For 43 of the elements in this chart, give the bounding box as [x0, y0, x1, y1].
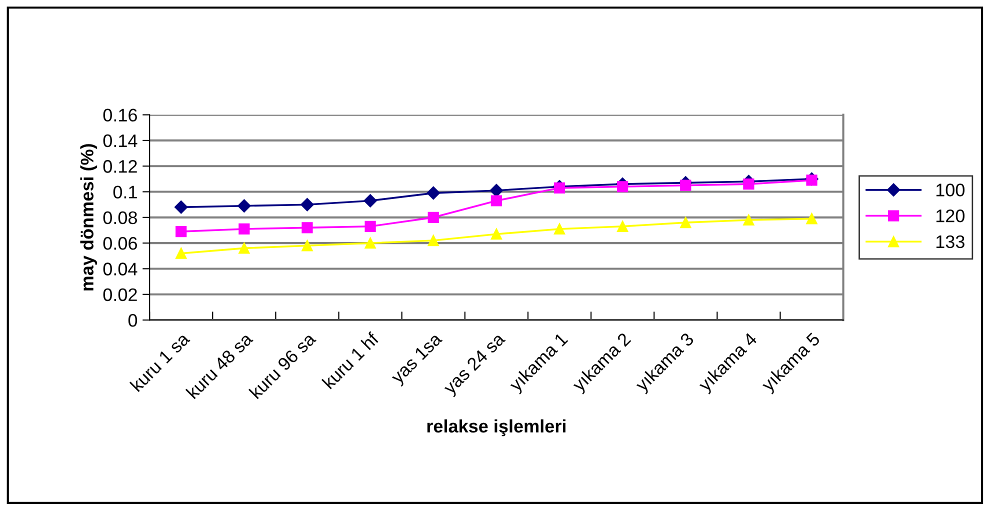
point	[806, 213, 818, 224]
legend-label: 120	[936, 209, 965, 222]
point	[364, 194, 377, 208]
point	[428, 234, 439, 246]
y-tick-label: 0	[128, 314, 138, 327]
y-tick-label: 0.1	[113, 186, 137, 198]
y-tick-label: 0.02	[103, 288, 137, 302]
point	[176, 248, 187, 259]
legend-label: 100	[936, 184, 965, 196]
point	[680, 217, 692, 228]
point	[238, 199, 251, 212]
point	[490, 228, 502, 240]
point	[238, 223, 250, 235]
y-tick-label: 0.08	[103, 211, 137, 224]
point	[806, 174, 818, 186]
point	[554, 182, 566, 194]
y-tick-label: 0.14	[103, 134, 138, 148]
legend-label: 133	[936, 235, 964, 248]
y-axis-title: may dönmesi (%)	[80, 144, 98, 290]
point	[428, 212, 439, 223]
y-tick-label: 0.04	[103, 262, 138, 276]
point	[680, 180, 692, 191]
point	[490, 184, 504, 198]
y-tick-label: 0.16	[103, 108, 137, 122]
x-tick-label: kuru 1 hf	[321, 331, 380, 390]
x-axis-title: relakse işlemleri	[427, 419, 566, 436]
point	[743, 214, 754, 226]
point	[426, 186, 440, 200]
y-tick-label: 0.06	[103, 237, 137, 250]
point	[364, 238, 376, 249]
point	[743, 178, 754, 190]
point	[302, 222, 313, 234]
point	[490, 195, 502, 206]
point	[554, 223, 566, 235]
point	[300, 198, 314, 212]
point	[617, 181, 628, 192]
y-tick-label: 0.12	[103, 160, 137, 173]
point	[238, 242, 250, 254]
point	[364, 220, 376, 232]
point	[174, 200, 188, 214]
point	[617, 220, 628, 232]
point	[302, 240, 313, 252]
point	[176, 226, 187, 238]
